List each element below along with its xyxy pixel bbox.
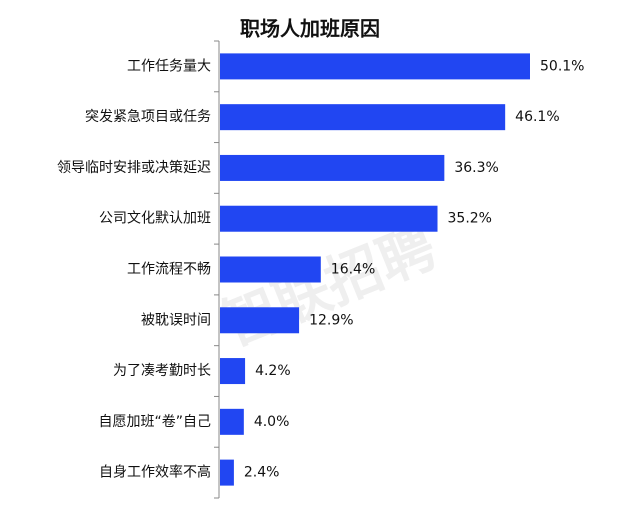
y-tick-label: 自愿加班“卷”自己 [98,414,211,430]
value-label: 35.2% [448,211,492,227]
y-tick-label: 工作任务量大 [127,58,211,74]
value-label: 12.9% [309,312,353,328]
chart-title: 职场人加班原因 [240,17,380,41]
value-label: 50.1% [540,58,584,74]
y-tick-label: 突发紧急项目或任务 [85,109,211,125]
value-label: 46.1% [515,109,559,125]
value-label: 4.0% [254,414,290,430]
value-label: 2.4% [244,465,280,481]
value-label: 4.2% [255,363,291,379]
bar [220,459,234,486]
bar [220,408,244,435]
bar [220,53,530,80]
y-tick-label: 领导临时安排或决策延迟 [57,159,211,176]
bar [220,358,246,385]
y-tick-label: 自身工作效率不高 [99,464,211,481]
y-tick-label: 公司文化默认加班 [99,211,211,227]
value-label: 36.3% [454,160,498,176]
bar [220,307,300,334]
watermark: 智联招聘 [213,215,445,359]
bar [220,104,506,131]
bar [220,205,438,232]
y-tick-label: 被耽误时间 [141,312,211,328]
bar [220,154,445,181]
bar [220,256,321,283]
y-tick-label: 为了凑考勤时长 [113,362,211,379]
y-tick-label: 工作流程不畅 [127,262,211,278]
value-label: 16.4% [331,262,375,278]
